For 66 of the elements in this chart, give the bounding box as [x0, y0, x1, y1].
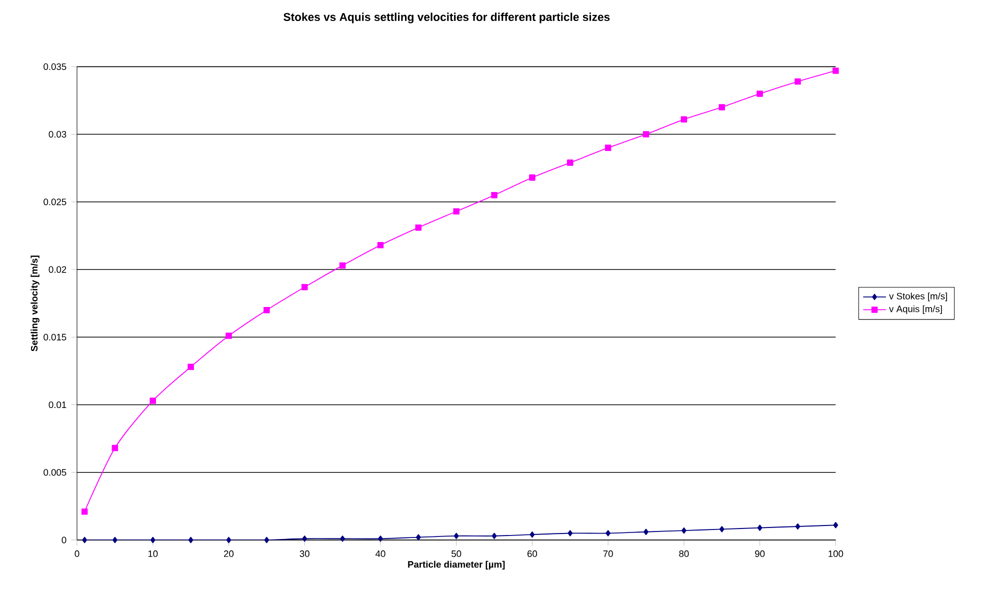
- point: [529, 174, 536, 181]
- point: [680, 116, 688, 123]
- y-tick-label: 0.005: [44, 469, 66, 476]
- legend-label: v Stokes [m/s]: [889, 292, 947, 302]
- point: [756, 90, 763, 97]
- point: [301, 284, 308, 290]
- point: [226, 536, 232, 544]
- y-tick-label: 0.02: [48, 266, 66, 273]
- x-tick-label: 80: [679, 550, 689, 558]
- point: [188, 364, 194, 370]
- x-tick-label: 40: [375, 550, 386, 558]
- y-tick-label: 0.01: [48, 401, 66, 408]
- point: [530, 531, 535, 538]
- x-tick-label: 20: [224, 550, 234, 558]
- point: [832, 68, 839, 74]
- y-axis-title: Settling velocity [m/s]: [30, 256, 40, 352]
- point: [264, 536, 270, 544]
- point: [567, 160, 574, 166]
- point: [454, 532, 459, 540]
- y-tick-label: 0.015: [44, 334, 66, 340]
- point: [642, 131, 650, 138]
- point: [416, 534, 421, 540]
- point: [377, 242, 384, 248]
- point: [757, 524, 762, 531]
- point: [415, 224, 422, 231]
- x-tick-label: 30: [300, 550, 310, 558]
- x-tick-label: 50: [452, 550, 462, 558]
- x-tick-label: 100: [828, 550, 844, 558]
- point: [264, 306, 270, 314]
- point: [681, 527, 686, 534]
- point: [150, 536, 156, 544]
- x-tick-label: 90: [755, 550, 765, 558]
- x-tick-label: 60: [527, 550, 538, 558]
- point: [150, 398, 156, 404]
- point: [604, 144, 612, 151]
- point: [795, 523, 800, 530]
- point: [606, 530, 611, 536]
- point: [82, 536, 88, 544]
- x-tick-label: 0: [74, 550, 80, 558]
- y-tick-label: 0.03: [48, 130, 66, 138]
- point: [378, 536, 383, 542]
- legend-label: v Aquis [m/s]: [889, 305, 942, 314]
- point: [568, 530, 573, 536]
- point: [226, 332, 232, 339]
- point: [718, 104, 726, 110]
- x-axis-title: Particle diameter [µm]: [408, 560, 505, 570]
- point: [644, 528, 648, 536]
- point: [339, 262, 346, 269]
- point: [453, 208, 460, 215]
- point: [833, 522, 838, 528]
- y-tick-label: 0.035: [44, 63, 66, 70]
- point: [112, 536, 118, 544]
- x-tick-label: 10: [148, 550, 158, 558]
- y-tick-label: 0.025: [44, 198, 66, 206]
- point: [81, 508, 88, 515]
- point: [340, 536, 346, 542]
- point: [188, 536, 194, 544]
- point: [112, 444, 118, 452]
- point: [794, 78, 801, 85]
- x-tick-label: 70: [603, 550, 613, 558]
- point: [492, 532, 497, 540]
- point: [719, 526, 724, 532]
- point: [302, 536, 308, 542]
- chart-title: Stokes vs Aquis settling velocities for different particle sizes: [284, 12, 610, 24]
- point: [491, 192, 498, 198]
- y-tick-label: 0: [62, 536, 66, 544]
